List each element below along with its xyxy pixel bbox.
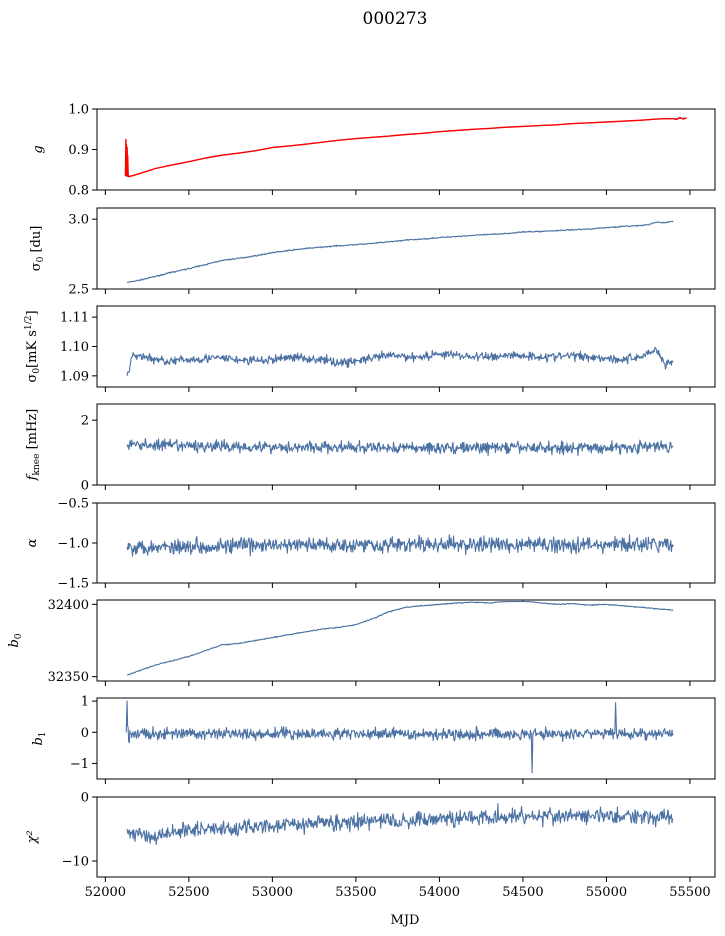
x-tick-label: 53500 xyxy=(335,885,376,900)
x-axis-label: MJD xyxy=(391,913,420,928)
y-axis-label: α xyxy=(25,538,40,547)
chi2-data-line xyxy=(126,803,674,845)
figure-title: 000273 xyxy=(363,9,428,29)
panel-chi2: −10 0 52000 52500 53000 53500 54000 54500 55000 5… xyxy=(25,791,716,900)
y-axis-label: χ² xyxy=(25,830,40,844)
y-tick-label: 2.5 xyxy=(68,283,89,298)
y-tick-label: 0 xyxy=(81,726,89,741)
b0-data-line xyxy=(126,600,674,676)
panel-g: 0.8 0.9 1.0 g xyxy=(31,103,716,199)
y-tick-label: −1.5 xyxy=(57,577,89,592)
y-axis-label: g xyxy=(31,145,46,153)
y-axis-label: σ0[mK s1/2] xyxy=(24,310,42,382)
y-tick-label: 0 xyxy=(81,791,89,806)
axes-frame xyxy=(96,796,716,878)
y-tick-label: 2 xyxy=(81,414,89,429)
panel-sigma0_mk: 1.09 1.10 1.11 σ0[mK s1/2] xyxy=(24,305,716,392)
panel-fknee: 0 2 fknee [mHz] xyxy=(25,403,716,494)
x-tick-label: 52000 xyxy=(85,885,126,900)
y-axis-label: b1 xyxy=(31,731,48,745)
y-tick-label: 1.0 xyxy=(68,103,89,118)
y-axis-label: b0 xyxy=(7,633,24,647)
panel-sigma0_du: 2.5 3.0 σ0 [du] xyxy=(29,207,716,298)
x-tick-label: 54500 xyxy=(502,885,543,900)
fknee-data-line xyxy=(126,438,674,457)
axes-frame xyxy=(96,207,716,290)
y-tick-label: −10 xyxy=(62,855,89,870)
y-tick-label: 32350 xyxy=(48,670,89,685)
x-tick-label: 54000 xyxy=(419,885,460,900)
axes-frame xyxy=(96,599,716,682)
panel-b0: 32350 32400 b0 xyxy=(7,598,716,686)
x-tick-label: 52500 xyxy=(168,885,209,900)
y-tick-label: 32400 xyxy=(48,598,89,613)
panel-alpha: −1.5 −1.0 −0.5 α xyxy=(25,497,716,592)
panel-b1: −1 0 1 b1 xyxy=(31,695,716,784)
y-tick-label: −0.5 xyxy=(57,497,89,512)
y-tick-label: 1.10 xyxy=(60,340,89,355)
y-tick-label: 1.11 xyxy=(60,311,89,326)
y-tick-label: 1 xyxy=(81,695,89,710)
panels: 0.8 0.9 1.0 g 2.5 3.0 σ0 [du] 1.09 1.10 1.11 σ0[mK… xyxy=(7,103,716,900)
y-tick-label: −1.0 xyxy=(57,537,89,552)
sigma0_du-data-line xyxy=(126,220,674,284)
y-tick-label: 3.0 xyxy=(68,213,89,228)
sigma0_mk-data-line xyxy=(126,346,674,376)
b1-data-line xyxy=(125,700,674,774)
axes-frame xyxy=(96,697,716,780)
g-data-line xyxy=(125,117,687,178)
x-tick-label: 55500 xyxy=(669,885,710,900)
y-tick-label: −1 xyxy=(70,757,89,772)
g-fit-line xyxy=(124,116,687,178)
y-axis-label: σ0 [du] xyxy=(29,226,46,272)
alpha-data-line xyxy=(126,534,674,557)
axes-frame xyxy=(96,305,716,388)
axes-frame xyxy=(96,403,716,486)
y-tick-label: 1.09 xyxy=(60,369,89,384)
x-tick-label: 55000 xyxy=(586,885,627,900)
y-tick-label: 0.8 xyxy=(68,184,89,199)
y-axis-label: fknee [mHz] xyxy=(25,409,42,482)
y-tick-label: 0 xyxy=(81,479,89,494)
y-tick-label: 0.9 xyxy=(68,143,89,158)
x-tick-label: 53000 xyxy=(252,885,293,900)
